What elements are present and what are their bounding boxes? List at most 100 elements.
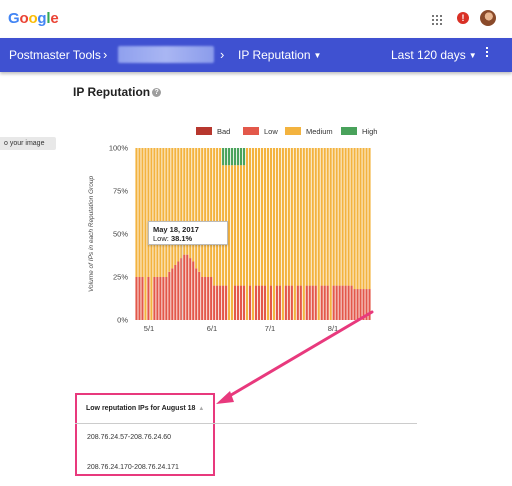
bar-segment-medium <box>278 148 281 286</box>
bar-segment-low <box>189 258 192 320</box>
page-title-text: IP Reputation <box>73 85 151 99</box>
bar-segment-medium <box>171 148 174 269</box>
table-row[interactable]: 208.76.24.57-208.76.24.60 <box>87 434 172 441</box>
bar-segment-low <box>204 277 207 320</box>
bar-segment-low <box>290 285 293 320</box>
bar-segment-low <box>338 285 341 320</box>
bar-segment-medium <box>207 148 210 277</box>
bar-segment-high <box>242 148 246 166</box>
legend-item-high[interactable]: High <box>341 127 377 136</box>
legend-item-medium[interactable]: Medium <box>285 127 333 136</box>
bar-segment-medium <box>365 148 368 290</box>
help-icon[interactable]: ? <box>152 88 162 97</box>
bar-segment-medium <box>359 148 362 290</box>
postmaster-nav-bar: Postmaster Tools › › IP Reputation ▼ Last… <box>0 38 512 72</box>
bar-segment-medium <box>242 165 246 286</box>
legend-label: Bad <box>217 127 231 136</box>
bar-segment-medium <box>281 148 284 320</box>
bar-segment-medium <box>266 148 270 320</box>
feedback-side-button[interactable]: o your image <box>0 137 56 150</box>
bar-segment-low <box>323 285 326 320</box>
bar-segment-low <box>311 285 314 320</box>
bar-segment-medium <box>320 148 323 286</box>
bar-segment-low <box>162 277 165 320</box>
bar-segment-low <box>278 285 281 320</box>
legend-item-bad[interactable]: Bad <box>196 127 230 136</box>
bar-segment-low <box>168 271 171 320</box>
bar-segment-low <box>263 285 267 320</box>
bar-segment-medium <box>138 148 141 277</box>
bar-segment-low <box>326 285 329 320</box>
bar-segment-low <box>198 271 201 320</box>
bar-segment-low <box>192 261 195 320</box>
y-tick-label: 75% <box>113 187 128 196</box>
bar-segment-medium <box>248 148 252 286</box>
logo-letter: g <box>37 10 47 27</box>
notification-icon[interactable]: ! <box>457 12 469 24</box>
bar-segment-medium <box>147 148 150 277</box>
domain-selector-redacted[interactable] <box>118 46 214 63</box>
bar-segment-medium <box>198 148 201 272</box>
bar-segment-medium <box>299 148 302 286</box>
table-title: Low reputation IPs for August 18 <box>86 405 196 412</box>
bar-segment-medium <box>290 148 293 286</box>
annotation-arrow <box>224 310 374 400</box>
bar-segment-medium <box>329 148 332 320</box>
bar-segment-low <box>147 277 150 320</box>
bar-segment-low <box>135 277 138 320</box>
legend-item-low[interactable]: Low <box>243 127 278 136</box>
bar-segment-high <box>231 148 234 166</box>
bar-segment-medium <box>284 148 287 286</box>
bar-segment-low <box>269 285 272 320</box>
apps-grid-icon[interactable] <box>432 15 442 25</box>
date-range-dropdown[interactable]: Last 120 days ▼ <box>391 48 477 62</box>
avatar[interactable] <box>480 10 496 26</box>
table-header[interactable]: Low reputation IPs for August 18 ▲ <box>86 405 204 412</box>
table-row[interactable]: 208.76.24.170-208.76.24.171 <box>87 464 179 471</box>
bar-segment-medium <box>183 148 186 255</box>
bar-segment-low <box>180 258 183 320</box>
logo-letter: l <box>46 10 51 27</box>
bar-segment-low <box>314 285 317 320</box>
bar-segment-medium <box>251 148 255 320</box>
bar-segment-low <box>275 285 278 320</box>
bar-segment-medium <box>141 148 144 277</box>
logo-letter: e <box>50 10 59 27</box>
chart-tooltip: May 18, 2017 Low: 38.1% <box>148 221 228 245</box>
app-title[interactable]: Postmaster Tools <box>9 48 101 62</box>
bar-segment-low <box>183 254 186 320</box>
bar-segment-low <box>341 285 344 320</box>
bar-segment-medium <box>201 148 204 277</box>
bar-segment-medium <box>234 165 237 286</box>
bar-segment-medium <box>287 148 290 286</box>
bar-segment-medium <box>293 148 296 320</box>
bar-segment-medium <box>356 148 359 290</box>
dashboard-dropdown[interactable]: IP Reputation ▼ <box>238 48 321 62</box>
more-vert-icon[interactable] <box>486 47 489 59</box>
bar-segment-low <box>242 285 246 320</box>
legend-label: High <box>362 127 378 136</box>
bar-segment-low <box>296 285 299 320</box>
bar-segment-medium <box>368 148 371 290</box>
bar-segment-low <box>153 277 156 320</box>
bar-segment-medium <box>275 148 278 286</box>
caret-down-icon: ▼ <box>468 51 477 60</box>
legend-swatch <box>196 127 212 135</box>
bar-segment-medium <box>263 148 267 286</box>
google-logo[interactable]: Google <box>8 10 59 27</box>
x-tick-label: 6/1 <box>207 324 217 333</box>
bar-segment-low <box>156 277 159 320</box>
bar-segment-medium <box>174 148 177 265</box>
legend-swatch <box>243 127 259 135</box>
bar-segment-low <box>201 277 204 320</box>
bar-segment-low <box>213 285 216 320</box>
bar-segment-low <box>350 285 353 320</box>
bar-segment-medium <box>186 148 189 255</box>
sort-icon[interactable]: ▲ <box>198 406 205 412</box>
bar-segment-medium <box>144 148 147 320</box>
bar-segment-medium <box>353 148 356 290</box>
bar-segment-medium <box>159 148 162 277</box>
bar-segment-medium <box>314 148 317 286</box>
bar-segment-medium <box>257 148 261 286</box>
